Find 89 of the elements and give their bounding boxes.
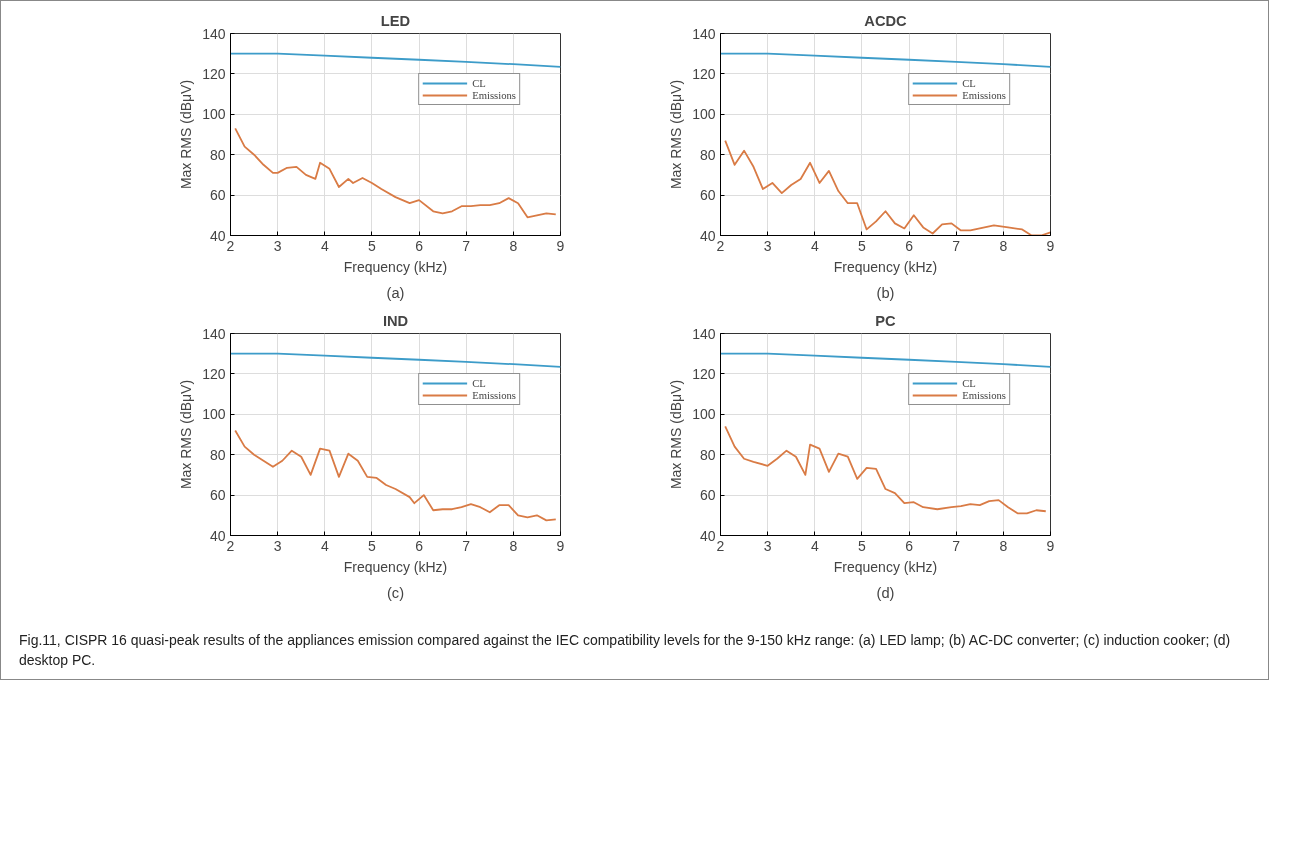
legend-label: CL [962, 377, 977, 389]
x-tick-label: 8 [999, 537, 1008, 554]
legend-label: Emissions [472, 389, 516, 401]
x-tick-label: 6 [905, 537, 914, 554]
x-tick-label: 5 [858, 537, 867, 554]
chart-title: ACDC [864, 12, 908, 29]
y-tick-label: 100 [202, 106, 226, 123]
x-tick-label: 5 [368, 537, 377, 554]
y-axis-title: Max RMS (dBμV) [178, 79, 195, 190]
y-axis-title: Max RMS (dBμV) [668, 379, 685, 490]
y-tick-label: 40 [209, 227, 226, 244]
x-tick-label: 5 [368, 237, 377, 254]
legend-label: CL [472, 77, 487, 89]
chart-title: LED [380, 12, 411, 29]
x-tick-label: 6 [905, 237, 914, 254]
y-axis-title: Max RMS (dBμV) [178, 379, 195, 490]
x-tick-label: 9 [556, 537, 565, 554]
x-tick-label: 2 [716, 237, 725, 254]
x-axis-title: Frequency (kHz) [343, 258, 448, 275]
x-tick-label: 8 [999, 237, 1008, 254]
y-tick-label: 40 [209, 527, 226, 544]
x-tick-label: 3 [763, 537, 772, 554]
x-tick-label: 5 [858, 237, 867, 254]
x-tick-label: 2 [716, 537, 725, 554]
y-tick-label: 120 [202, 65, 226, 82]
line-series [724, 425, 1047, 515]
legend-label: CL [472, 377, 487, 389]
x-tick-label: 3 [273, 537, 282, 554]
x-tick-label: 7 [952, 237, 961, 254]
x-tick-label: 9 [1046, 237, 1055, 254]
y-tick-label: 40 [699, 227, 716, 244]
y-tick-label: 40 [699, 527, 716, 544]
line-series [720, 52, 1051, 68]
line-series [724, 139, 1051, 236]
line-series [720, 352, 1051, 368]
legend-label: CL [962, 77, 977, 89]
y-tick-label: 140 [202, 25, 226, 42]
y-tick-label: 80 [699, 446, 716, 463]
y-tick-label: 60 [699, 487, 716, 504]
chart-title: PC [875, 312, 897, 329]
chart-title: IND [382, 312, 409, 329]
x-tick-label: 2 [226, 237, 235, 254]
y-tick-label: 100 [692, 106, 716, 123]
x-axis-title: Frequency (kHz) [833, 558, 938, 575]
line-series [230, 352, 561, 368]
x-tick-label: 6 [415, 537, 424, 554]
y-tick-label: 80 [699, 146, 716, 163]
caption: Fig.11, CISPR 16 quasi-peak results of the appliances emission compared against the IEC compatibility levels for the 9-150 kHz range: (a) LED lamp; (b) AC-DC converter; (c) induction cooker; (d) desktop PC. [19, 631, 1232, 670]
y-tick-label: 140 [692, 25, 716, 42]
x-tick-label: 3 [763, 237, 772, 254]
legend-label: Emissions [962, 389, 1006, 401]
text: (b) [876, 284, 895, 301]
x-tick-label: 4 [810, 237, 819, 254]
x-tick-label: 6 [415, 237, 424, 254]
y-tick-label: 60 [209, 187, 226, 204]
y-tick-label: 100 [692, 406, 716, 423]
text: (a) [386, 284, 405, 301]
y-tick-label: 60 [209, 487, 226, 504]
x-tick-label: 9 [1046, 537, 1055, 554]
y-tick-label: 80 [209, 146, 226, 163]
legend-label: Emissions [962, 89, 1006, 101]
x-tick-label: 8 [509, 537, 518, 554]
y-tick-label: 100 [202, 406, 226, 423]
y-tick-label: 140 [202, 325, 226, 342]
line-series [230, 52, 561, 68]
y-tick-label: 120 [692, 365, 716, 382]
line-series [234, 127, 557, 219]
x-axis-title: Frequency (kHz) [833, 258, 938, 275]
x-tick-label: 7 [952, 537, 961, 554]
x-tick-label: 9 [556, 237, 565, 254]
x-tick-label: 7 [462, 237, 471, 254]
y-tick-label: 60 [699, 187, 716, 204]
x-tick-label: 7 [462, 537, 471, 554]
x-tick-label: 3 [273, 237, 282, 254]
y-tick-label: 140 [692, 325, 716, 342]
y-tick-label: 80 [209, 446, 226, 463]
y-tick-label: 120 [202, 365, 226, 382]
x-tick-label: 2 [226, 537, 235, 554]
x-tick-label: 4 [810, 537, 819, 554]
text: (c) [386, 584, 405, 601]
x-tick-label: 4 [320, 537, 329, 554]
y-axis-title: Max RMS (dBμV) [668, 79, 685, 190]
text: (d) [876, 584, 895, 601]
legend-label: Emissions [472, 89, 516, 101]
x-tick-label: 4 [320, 237, 329, 254]
x-tick-label: 8 [509, 237, 518, 254]
line-series [234, 429, 557, 522]
y-tick-label: 120 [692, 65, 716, 82]
x-axis-title: Frequency (kHz) [343, 558, 448, 575]
